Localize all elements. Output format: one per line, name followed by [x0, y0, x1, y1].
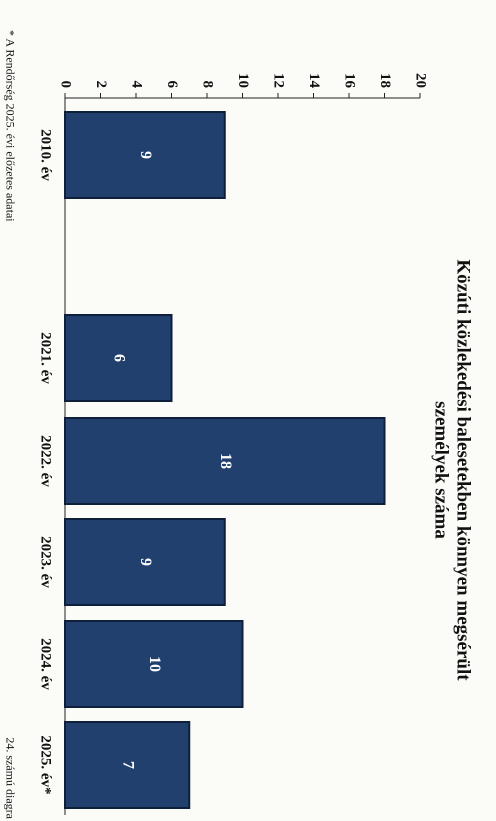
y-tick-label: 0 — [58, 81, 74, 89]
chart-title: Közúti közlekedési balesetekben könnyen … — [453, 259, 474, 681]
x-tick-label: 2010. év — [38, 129, 54, 181]
y-tick-label: 14 — [306, 73, 322, 89]
y-tick-label: 18 — [377, 73, 393, 88]
y-tick-label: 10 — [235, 73, 251, 88]
y-tick-label: 4 — [129, 81, 145, 89]
bar — [64, 620, 244, 708]
y-tick-label: 12 — [271, 73, 287, 88]
y-tick-label: 8 — [200, 81, 216, 89]
y-tick-label: 20 — [413, 73, 429, 88]
x-tick-label: 2022. év — [38, 435, 54, 487]
data-label: 6 — [111, 354, 128, 362]
x-tick-label: 2025. év* — [38, 735, 54, 794]
y-tick-label: 6 — [164, 81, 180, 89]
x-tick-label: 2021. év — [38, 332, 54, 384]
chart-subtitle: személyek száma — [431, 401, 452, 539]
footnote: * A Rendőrség 2025. évi előzetes adatai — [3, 30, 17, 222]
bar — [64, 417, 386, 505]
bar — [64, 518, 226, 606]
rotated-chart: Közúti közlekedési balesetekben könnyen … — [3, 30, 473, 820]
bar — [64, 111, 226, 199]
x-tick-label: 2024. év — [38, 638, 54, 690]
data-label: 9 — [137, 558, 154, 566]
x-tick-label: 2023. év — [38, 536, 54, 588]
data-label: 10 — [146, 656, 163, 672]
data-label: 7 — [119, 761, 136, 769]
caption: 24. számú diagra — [3, 737, 17, 819]
y-tick-label: 2 — [93, 81, 109, 89]
bar — [64, 314, 173, 402]
bar — [64, 721, 191, 809]
data-label: 9 — [137, 151, 154, 159]
data-label: 18 — [217, 453, 234, 469]
y-tick-label: 16 — [342, 73, 358, 89]
